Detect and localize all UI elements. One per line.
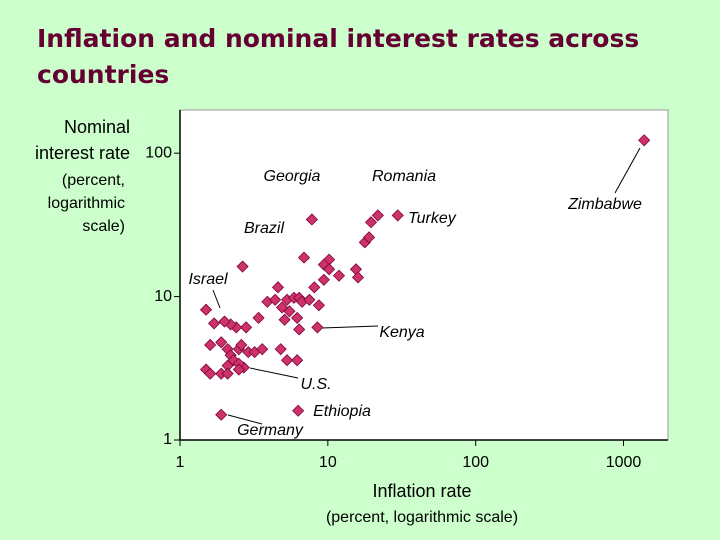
point	[312, 299, 325, 312]
point	[256, 343, 269, 356]
point	[235, 338, 248, 352]
x-tick-label: 1	[176, 454, 185, 471]
point	[215, 408, 228, 421]
leader-line	[227, 414, 263, 425]
annotation: Turkey	[408, 210, 457, 227]
point	[291, 354, 304, 367]
point	[252, 311, 265, 324]
x-axis-label: Inflation rate	[372, 481, 471, 501]
point	[308, 281, 321, 294]
leader-line	[321, 325, 379, 329]
point	[269, 293, 282, 306]
y-axis-label: logarithmic	[48, 195, 125, 212]
point	[391, 209, 404, 222]
title-line: countries	[37, 60, 169, 89]
point	[638, 134, 651, 147]
leader-line	[212, 289, 221, 309]
annotation: Ethiopia	[313, 403, 371, 420]
point	[199, 303, 213, 316]
point	[236, 260, 249, 273]
annotation: U.S.	[300, 376, 331, 393]
annotation: Georgia	[264, 168, 321, 185]
point	[317, 273, 330, 286]
x-tick-label: 1000	[606, 454, 642, 471]
point	[351, 271, 365, 284]
annotation: Kenya	[379, 324, 424, 341]
y-axis-label: interest rate	[35, 143, 130, 163]
leader-line	[249, 367, 299, 379]
point	[278, 313, 291, 326]
point	[221, 367, 234, 380]
point	[232, 363, 245, 376]
y-axis-label: scale)	[82, 218, 125, 235]
point	[305, 213, 318, 226]
point	[364, 216, 378, 229]
point	[204, 367, 217, 380]
point	[311, 321, 324, 334]
point	[215, 336, 228, 349]
point	[303, 293, 316, 306]
point	[281, 354, 294, 367]
point	[323, 263, 336, 276]
point	[283, 305, 296, 318]
x-tick-label: 10	[319, 454, 337, 471]
point	[292, 404, 305, 417]
point	[371, 209, 384, 222]
y-axis-label: Nominal	[64, 117, 130, 137]
point	[332, 269, 346, 282]
point	[293, 323, 306, 336]
annotation: Germany	[237, 422, 304, 439]
annotation: Zimbabwe	[567, 196, 642, 213]
title-line: Inflation and nominal interest rates acr…	[37, 24, 639, 53]
point	[204, 338, 217, 352]
annotation: Romania	[372, 168, 436, 185]
leader-line	[614, 147, 641, 194]
y-tick-label: 100	[145, 144, 172, 161]
point	[291, 311, 304, 324]
point	[274, 343, 287, 356]
point	[297, 251, 311, 264]
y-tick-label: 1	[163, 431, 172, 448]
y-tick-label: 10	[154, 288, 172, 305]
point	[218, 315, 231, 328]
x-tick-label: 100	[462, 454, 489, 471]
x-axis-label: (percent, logarithmic scale)	[326, 509, 518, 526]
annotation: Brazil	[244, 220, 284, 237]
plot-area	[179, 109, 669, 441]
y-axis-label: (percent,	[62, 172, 125, 189]
annotation: Israel	[188, 271, 228, 288]
point	[271, 281, 285, 294]
point	[362, 231, 376, 244]
point	[208, 317, 221, 330]
point	[240, 321, 253, 334]
